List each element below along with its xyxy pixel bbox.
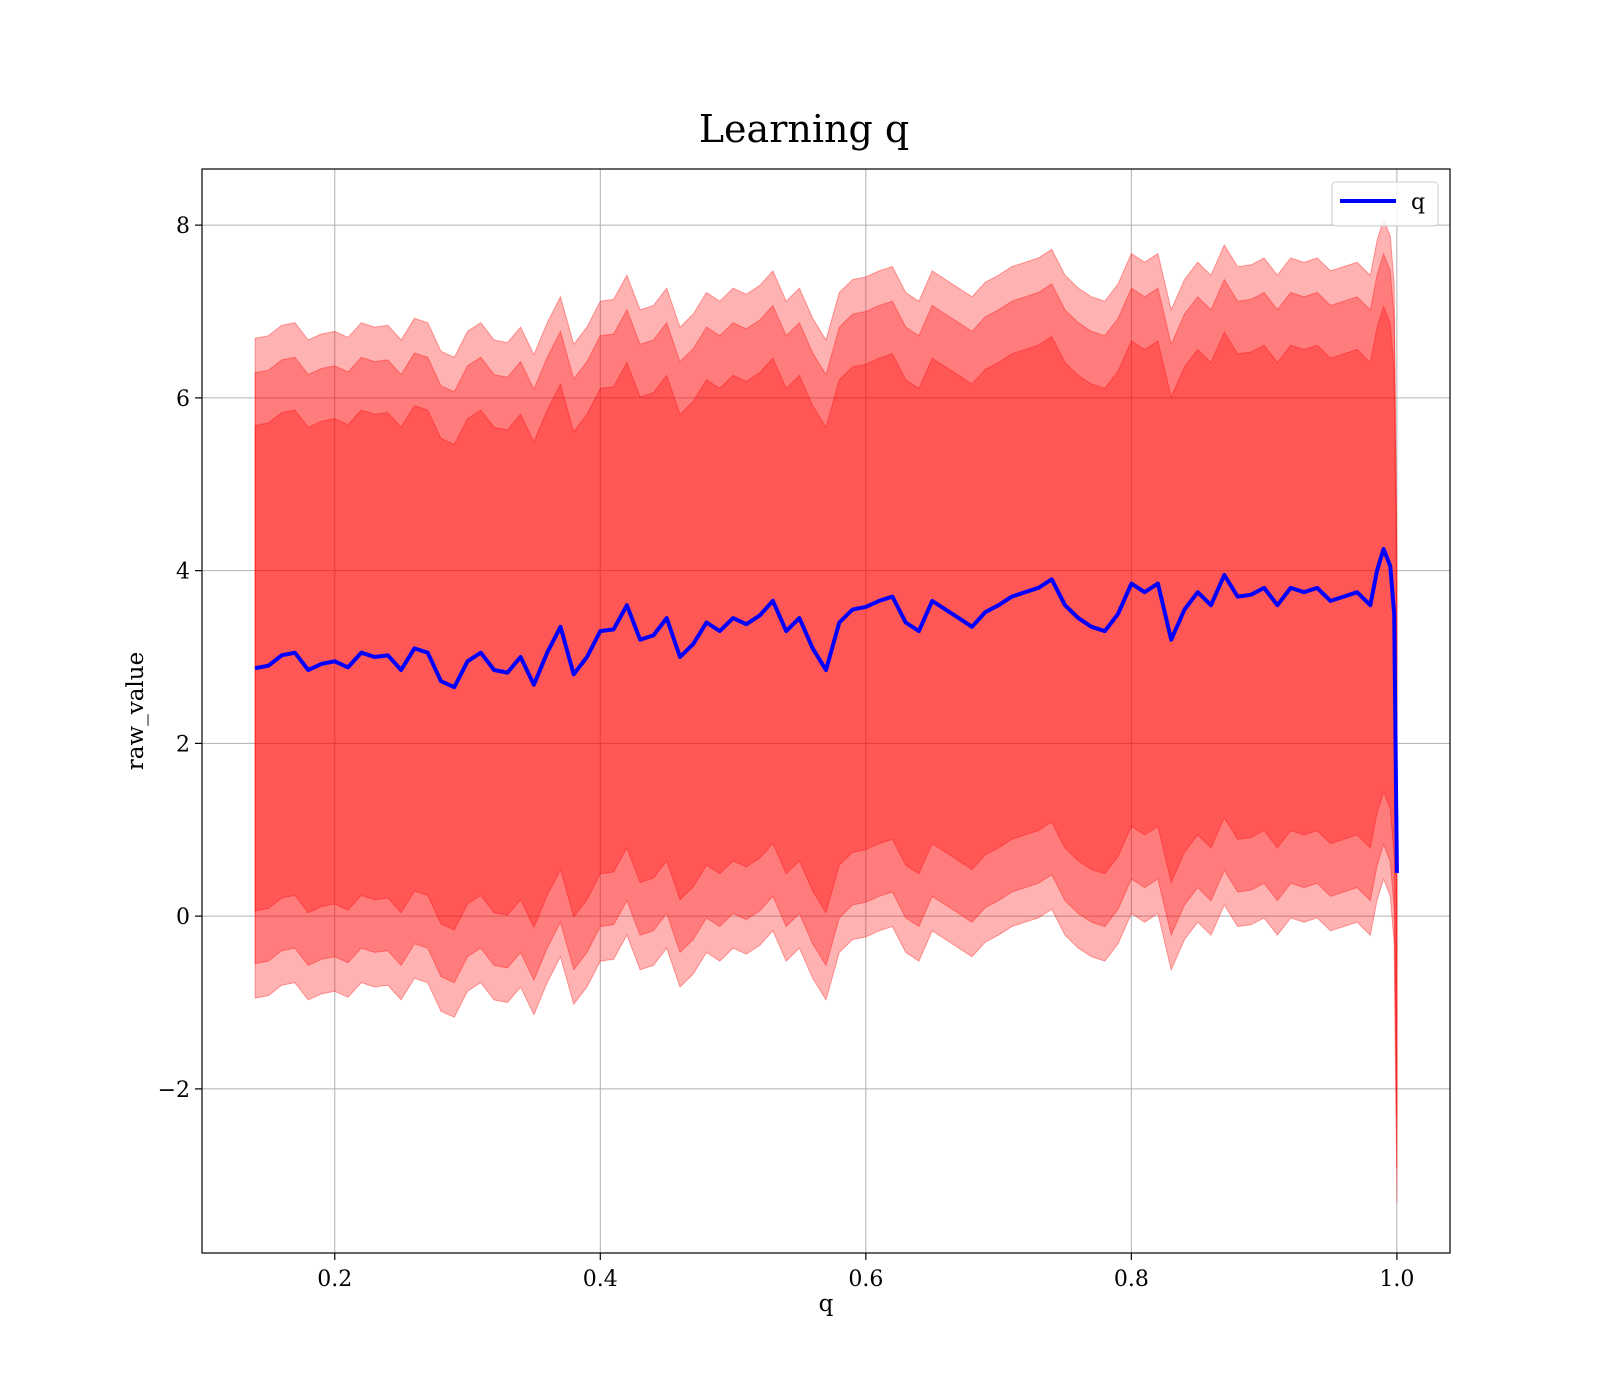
confidence-bands <box>254 217 1398 1203</box>
x-tick-label: 0.2 <box>317 1267 352 1292</box>
legend: q <box>1331 181 1439 227</box>
x-axis-label: q <box>819 1291 834 1317</box>
y-tick-label: −2 <box>158 1078 190 1103</box>
legend-entry-label: q <box>1411 190 1425 215</box>
y-tick-label: 4 <box>176 560 190 585</box>
y-axis-label: raw_value <box>123 652 149 770</box>
x-tick-label: 0.6 <box>848 1267 883 1292</box>
legend-box <box>1331 181 1439 227</box>
x-tick-label: 1.0 <box>1379 1267 1414 1292</box>
series-lines <box>254 547 1399 874</box>
chart-title: Learning q <box>699 107 909 151</box>
x-axis-ticks: 0.2 0.4 0.6 0.8 1.0 <box>317 1253 1414 1292</box>
y-axis-ticks: −2 0 2 4 6 8 <box>158 214 202 1103</box>
y-tick-label: 8 <box>176 214 190 239</box>
x-tick-label: 0.4 <box>583 1267 618 1292</box>
confidence-band <box>254 304 1398 1116</box>
x-tick-label: 0.8 <box>1114 1267 1149 1292</box>
confidence-band <box>254 252 1398 1169</box>
plot-frame <box>201 168 1451 1254</box>
grid-lines <box>202 169 1450 1253</box>
y-tick-label: 0 <box>176 905 190 930</box>
series-line-q <box>254 547 1399 874</box>
y-tick-label: 2 <box>176 732 190 757</box>
y-tick-label: 6 <box>176 387 190 412</box>
confidence-band <box>254 217 1398 1203</box>
